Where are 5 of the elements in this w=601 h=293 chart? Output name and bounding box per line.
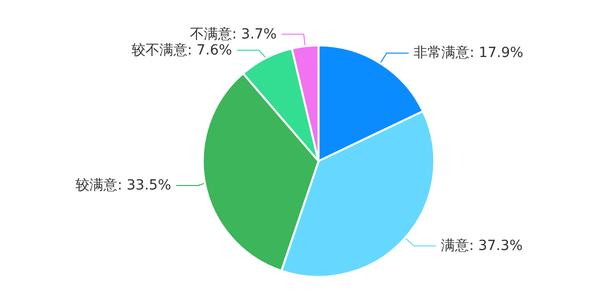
slice-label: 满意: 37.3% — [441, 238, 523, 254]
slice-label: 较不满意: 7.6% — [131, 42, 232, 58]
slice-label: 非常满意: 17.9% — [414, 45, 524, 62]
slice-label: 较满意: 33.5% — [75, 177, 172, 194]
slice-label: 不满意: 3.7% — [190, 26, 277, 42]
